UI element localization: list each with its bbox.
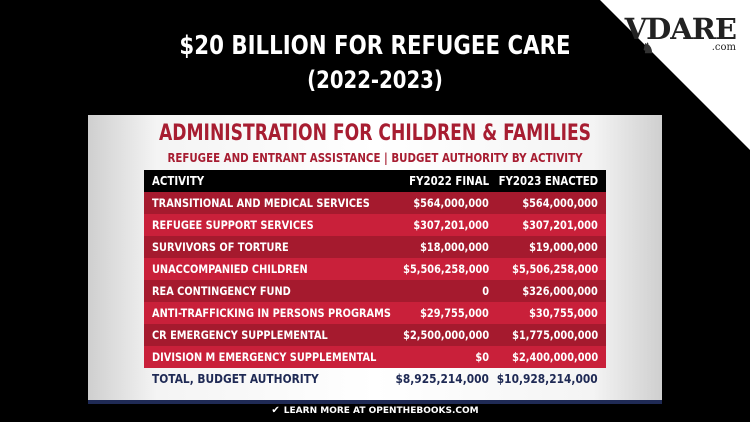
table-row: TRANSITIONAL AND MEDICAL SERVICES $564,0… <box>144 192 606 214</box>
page-subtitle: (2022-2023) <box>307 66 443 94</box>
row-activity: TRANSITIONAL AND MEDICAL SERVICES <box>152 196 370 210</box>
row-fy2022: $307,201,000 <box>413 218 489 232</box>
row-fy2023: $2,400,000,000 <box>512 350 598 364</box>
total-fy2023: $10,928,214,000 <box>497 371 598 386</box>
row-fy2023: $564,000,000 <box>522 196 598 210</box>
row-fy2023: $5,506,258,000 <box>512 262 598 276</box>
row-fy2023: $30,755,000 <box>529 306 598 320</box>
header-activity: ACTIVITY <box>152 174 205 188</box>
vdare-logo[interactable]: VDARE ♞ .com <box>624 12 737 57</box>
row-fy2022: $5,506,258,000 <box>403 262 489 276</box>
card-subtitle: REFUGEE AND ENTRANT ASSISTANCE | BUDGET … <box>167 150 583 165</box>
row-fy2022: $564,000,000 <box>413 196 489 210</box>
card-title: ADMINISTRATION FOR CHILDREN & FAMILIES <box>158 121 592 146</box>
logo-text: VDARE <box>624 12 737 46</box>
table-row: REFUGEE SUPPORT SERVICES $307,201,000 $3… <box>144 214 606 236</box>
row-fy2023: $307,201,000 <box>522 218 598 232</box>
row-activity: CR EMERGENCY SUPPLEMENTAL <box>152 328 328 342</box>
table-row: ANTI-TRAFFICKING IN PERSONS PROGRAMS $29… <box>144 302 606 324</box>
footer-text: LEARN MORE AT OPENTHEBOOKS.COM <box>283 406 479 416</box>
page-title: $20 BILLION FOR REFUGEE CARE <box>179 31 571 61</box>
row-fy2023: $19,000,000 <box>529 240 598 254</box>
row-fy2023: $326,000,000 <box>522 284 598 298</box>
table-row: UNACCOMPANIED CHILDREN $5,506,258,000 $5… <box>144 258 606 280</box>
table-row: REA CONTINGENCY FUND 0 $326,000,000 <box>144 280 606 302</box>
table-row: DIVISION M EMERGENCY SUPPLEMENTAL $0 $2,… <box>144 346 606 368</box>
row-activity: SURVIVORS OF TORTURE <box>152 240 289 254</box>
row-activity: REA CONTINGENCY FUND <box>152 284 291 298</box>
budget-card: ADMINISTRATION FOR CHILDREN & FAMILIES R… <box>88 115 662 404</box>
eagle-icon: ♞ <box>641 41 655 57</box>
logo-domain: .com <box>711 42 736 53</box>
table-total-row: TOTAL, BUDGET AUTHORITY $8,925,214,000 $… <box>144 368 606 390</box>
row-fy2023: $1,775,000,000 <box>512 328 598 342</box>
footer-link[interactable]: ✔ LEARN MORE AT OPENTHEBOOKS.COM <box>0 405 750 416</box>
row-fy2022: $2,500,000,000 <box>403 328 489 342</box>
row-activity: ANTI-TRAFFICKING IN PERSONS PROGRAMS <box>152 306 391 320</box>
table-header-row: ACTIVITY FY2022 FINAL FY2023 ENACTED <box>144 170 606 192</box>
table-row: SURVIVORS OF TORTURE $18,000,000 $19,000… <box>144 236 606 258</box>
row-fy2022: 0 <box>482 284 489 298</box>
row-fy2022: $29,755,000 <box>420 306 489 320</box>
total-fy2022: $8,925,214,000 <box>395 371 489 386</box>
header-fy2022: FY2022 FINAL <box>409 174 489 188</box>
table-row: CR EMERGENCY SUPPLEMENTAL $2,500,000,000… <box>144 324 606 346</box>
row-activity: DIVISION M EMERGENCY SUPPLEMENTAL <box>152 350 377 364</box>
row-activity: UNACCOMPANIED CHILDREN <box>152 262 308 276</box>
logo-wordmark: VDARE ♞ <box>624 12 737 57</box>
row-fy2022: $18,000,000 <box>420 240 489 254</box>
header-fy2023: FY2023 ENACTED <box>498 174 598 188</box>
checkmark-icon: ✔ <box>271 405 280 416</box>
budget-table: ACTIVITY FY2022 FINAL FY2023 ENACTED TRA… <box>144 170 606 390</box>
row-fy2022: $0 <box>475 350 489 364</box>
row-activity: REFUGEE SUPPORT SERVICES <box>152 218 314 232</box>
total-label: TOTAL, BUDGET AUTHORITY <box>152 371 319 386</box>
